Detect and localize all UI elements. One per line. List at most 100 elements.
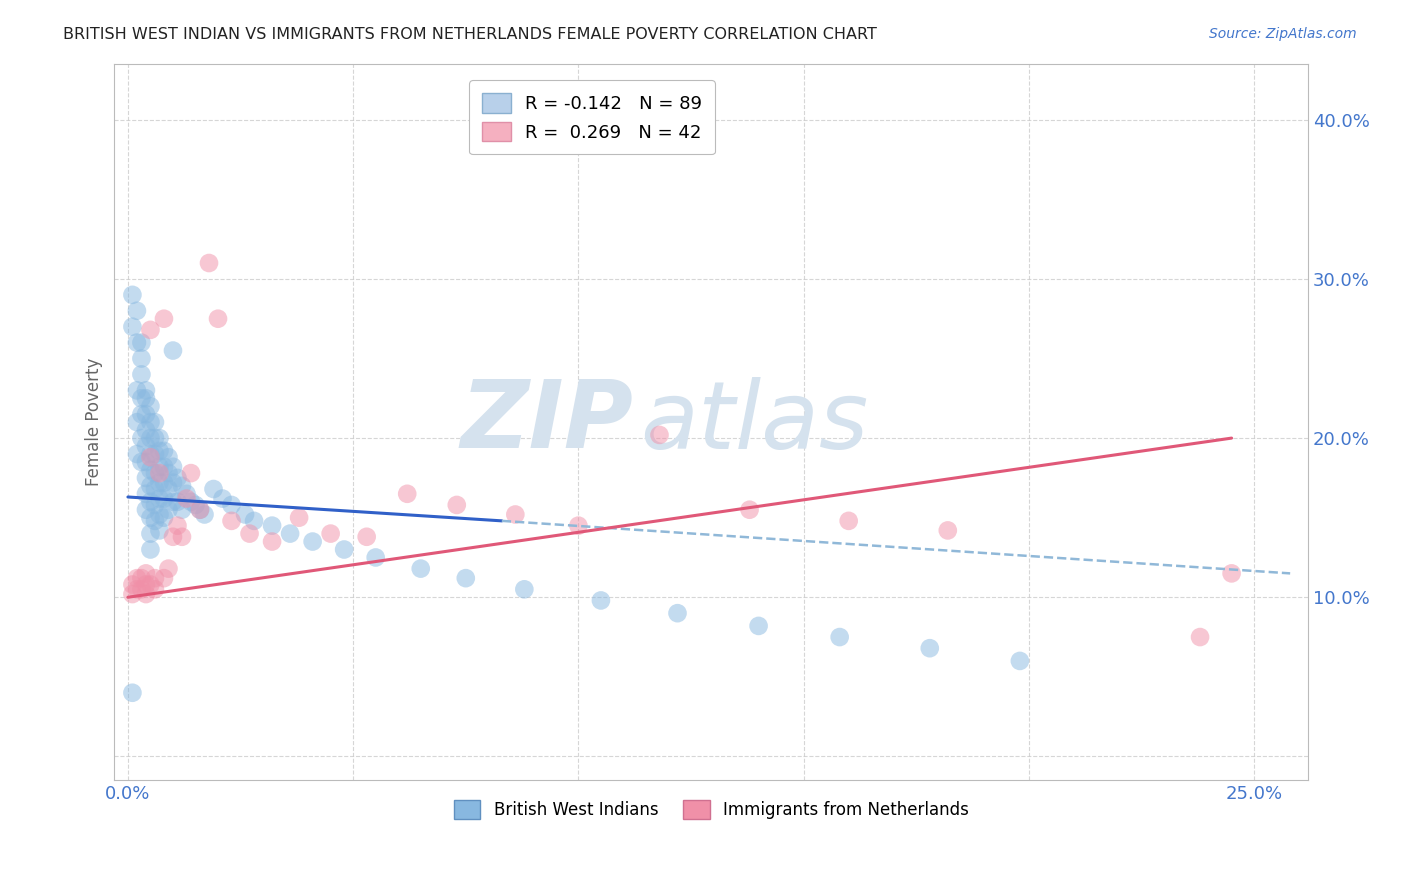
Point xyxy=(139,510,162,524)
Point xyxy=(202,482,225,496)
Point xyxy=(131,455,153,469)
Point xyxy=(153,491,176,506)
Point xyxy=(176,491,198,506)
Point xyxy=(157,502,180,516)
Point xyxy=(170,530,193,544)
Point xyxy=(567,518,589,533)
Point xyxy=(153,459,176,474)
Point xyxy=(143,582,166,597)
Point xyxy=(170,502,193,516)
Point xyxy=(157,450,180,465)
Point xyxy=(135,439,157,453)
Point xyxy=(157,466,180,480)
Point xyxy=(589,593,612,607)
Point xyxy=(333,542,356,557)
Point xyxy=(446,498,468,512)
Point xyxy=(148,466,170,480)
Point xyxy=(139,479,162,493)
Point xyxy=(193,508,215,522)
Point xyxy=(143,431,166,445)
Point xyxy=(243,514,266,528)
Point xyxy=(131,582,153,597)
Point xyxy=(153,571,176,585)
Point xyxy=(131,407,153,421)
Point xyxy=(157,482,180,496)
Point xyxy=(356,530,378,544)
Point xyxy=(131,351,153,366)
Point xyxy=(301,534,323,549)
Point xyxy=(238,526,260,541)
Point xyxy=(143,466,166,480)
Point xyxy=(157,561,180,575)
Point xyxy=(278,526,301,541)
Point xyxy=(162,343,184,358)
Point xyxy=(139,495,162,509)
Point xyxy=(221,498,243,512)
Point xyxy=(131,431,153,445)
Point xyxy=(139,447,162,461)
Point xyxy=(135,587,157,601)
Point xyxy=(319,526,342,541)
Point xyxy=(262,518,284,533)
Point xyxy=(139,450,162,465)
Point xyxy=(139,463,162,477)
Point xyxy=(143,447,166,461)
Point xyxy=(121,288,143,302)
Point xyxy=(162,530,184,544)
Y-axis label: Female Poverty: Female Poverty xyxy=(86,358,103,486)
Point xyxy=(666,606,689,620)
Point xyxy=(135,455,157,469)
Point xyxy=(918,641,941,656)
Point xyxy=(135,384,157,398)
Point xyxy=(135,502,157,516)
Point xyxy=(648,428,671,442)
Point xyxy=(162,475,184,490)
Point xyxy=(148,431,170,445)
Point xyxy=(135,471,157,485)
Point xyxy=(135,407,157,421)
Point xyxy=(1189,630,1212,644)
Point xyxy=(180,466,202,480)
Point xyxy=(131,571,153,585)
Point xyxy=(139,577,162,591)
Point xyxy=(170,479,193,493)
Text: BRITISH WEST INDIAN VS IMMIGRANTS FROM NETHERLANDS FEMALE POVERTY CORRELATION CH: BRITISH WEST INDIAN VS IMMIGRANTS FROM N… xyxy=(63,27,877,42)
Point xyxy=(513,582,536,597)
Point xyxy=(121,577,143,591)
Point xyxy=(409,561,432,575)
Point xyxy=(139,415,162,429)
Point xyxy=(121,686,143,700)
Point xyxy=(121,587,143,601)
Point xyxy=(139,542,162,557)
Point xyxy=(454,571,477,585)
Point xyxy=(148,475,170,490)
Point xyxy=(166,495,188,509)
Point xyxy=(125,303,148,318)
Point xyxy=(148,524,170,538)
Point xyxy=(135,566,157,581)
Point xyxy=(148,508,170,522)
Point xyxy=(139,323,162,337)
Point xyxy=(125,571,148,585)
Point xyxy=(153,443,176,458)
Point xyxy=(135,392,157,406)
Point xyxy=(135,577,157,591)
Point xyxy=(166,471,188,485)
Point xyxy=(153,510,176,524)
Point xyxy=(1008,654,1031,668)
Point xyxy=(176,487,198,501)
Point xyxy=(121,319,143,334)
Point xyxy=(148,491,170,506)
Point xyxy=(153,311,176,326)
Point xyxy=(125,582,148,597)
Point xyxy=(143,514,166,528)
Point xyxy=(162,459,184,474)
Text: ZIP: ZIP xyxy=(461,376,634,468)
Point xyxy=(125,415,148,429)
Point xyxy=(153,475,176,490)
Point xyxy=(143,415,166,429)
Point xyxy=(125,335,148,350)
Point xyxy=(262,534,284,549)
Point xyxy=(211,491,233,506)
Point xyxy=(148,443,170,458)
